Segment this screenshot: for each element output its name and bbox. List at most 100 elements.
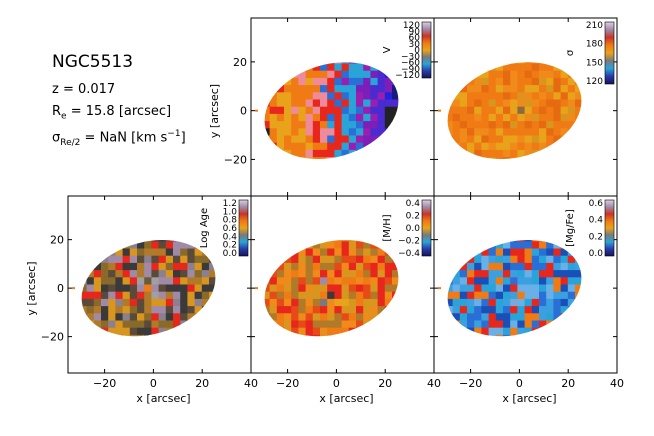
map-cell — [122, 342, 131, 350]
map-cell — [269, 298, 278, 307]
map-cell — [553, 270, 562, 278]
map-cell — [531, 63, 540, 72]
map-cell — [575, 291, 583, 300]
colorbar — [238, 199, 249, 257]
map-cell — [377, 157, 386, 165]
map-cell — [334, 320, 343, 329]
map-cell — [312, 70, 321, 79]
map-cell — [445, 277, 454, 286]
map-cell — [377, 56, 386, 65]
map-cell — [276, 234, 285, 242]
map-cell — [209, 234, 217, 242]
map-cell — [503, 92, 511, 101]
map-cell — [377, 334, 386, 343]
map-cell — [341, 85, 350, 93]
map-cell — [216, 327, 224, 336]
map-cell — [129, 234, 138, 242]
map-cell — [531, 113, 540, 122]
map-cell — [567, 248, 576, 257]
map-cell — [575, 99, 583, 108]
map-cell — [399, 99, 407, 108]
map-cell — [255, 291, 263, 300]
x-tick-label: 40 — [427, 377, 441, 390]
map-cell — [86, 313, 95, 322]
map-cell — [144, 342, 152, 350]
map-cell — [438, 342, 446, 350]
map-cell — [445, 255, 454, 264]
map-cell — [356, 327, 364, 336]
map-cell — [86, 334, 95, 343]
map-cell — [495, 234, 504, 242]
map-cell — [392, 56, 400, 65]
map-cell — [438, 327, 446, 336]
map-cell — [467, 142, 475, 151]
map-cell — [384, 277, 393, 286]
map-cell — [320, 113, 328, 122]
map-cell — [356, 277, 364, 286]
map-cell — [298, 157, 307, 165]
map-cell — [348, 262, 357, 271]
y-tick-label: −20 — [224, 153, 247, 166]
map-cell — [255, 234, 263, 242]
map-cell — [567, 164, 576, 173]
map-cell — [406, 142, 410, 151]
map-cell — [503, 313, 511, 322]
map-cell — [503, 142, 511, 151]
map-cell — [438, 70, 446, 79]
colorbar-tick-label: 0.0 — [589, 249, 604, 259]
map-cell — [474, 327, 482, 336]
map-cell — [108, 234, 116, 242]
map-cell — [356, 142, 364, 151]
colorbar-tick-label: 0.4 — [589, 216, 604, 226]
x-tick-label: 40 — [244, 377, 258, 390]
map-cell — [363, 149, 371, 158]
map-cell — [488, 248, 497, 257]
map-cell — [370, 241, 379, 250]
map-cell — [384, 327, 393, 336]
map-cell — [575, 298, 583, 307]
map-cell — [348, 63, 357, 72]
map-cell — [392, 149, 400, 158]
map-cell — [438, 142, 446, 151]
map-cell — [276, 291, 285, 300]
map-cell — [582, 334, 590, 343]
map-cell — [524, 157, 533, 165]
y-tick-label: 20 — [233, 56, 247, 69]
map-cell — [348, 334, 357, 343]
map-cell — [298, 92, 307, 101]
map-cell — [305, 149, 314, 158]
map-cell — [539, 157, 547, 165]
map-cell — [560, 334, 569, 343]
map-cell — [438, 334, 446, 343]
map-cell — [531, 334, 540, 343]
map-cell — [158, 320, 167, 329]
map-cell — [201, 334, 210, 343]
map-cell — [262, 284, 271, 293]
map-cell — [201, 320, 210, 329]
map-cell — [201, 262, 210, 271]
map-cell — [209, 327, 217, 336]
map-cell — [459, 113, 468, 122]
map-cell — [262, 121, 271, 129]
map-cell — [209, 291, 217, 300]
map-cell — [531, 291, 540, 300]
map-cell — [93, 327, 102, 336]
map-cell — [467, 255, 475, 264]
map-cell — [510, 142, 518, 151]
map-cell — [276, 135, 285, 144]
map-cell — [467, 262, 475, 271]
map-cell — [481, 56, 490, 65]
map-cell — [503, 128, 511, 137]
map-cell — [481, 277, 490, 286]
map-cell — [531, 241, 540, 250]
map-cell — [363, 106, 371, 115]
map-cell — [255, 85, 263, 93]
map-cell — [269, 128, 278, 137]
map-cell — [517, 320, 526, 329]
map-cell — [180, 342, 188, 350]
map-cell — [334, 334, 343, 343]
map-cell — [370, 291, 379, 300]
map-cell — [209, 334, 217, 343]
map-cell — [438, 63, 446, 72]
map-cell — [305, 334, 314, 343]
